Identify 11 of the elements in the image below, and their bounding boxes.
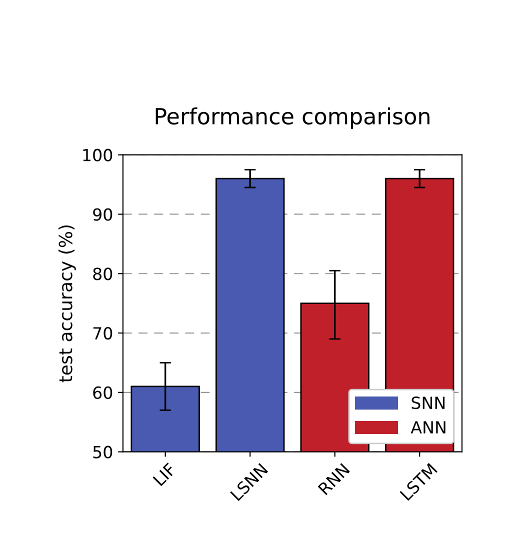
y-axis-title: test accuracy (%) [58,225,76,382]
y-tick-label: 80 [93,268,112,280]
y-tick-label: 60 [93,386,112,399]
x-tick-label: LIF [152,462,176,486]
y-tick-label: 100 [83,148,112,162]
y-tick-label: 90 [93,208,112,221]
y-tick-label: 70 [93,326,112,340]
legend-label: SNN [412,396,445,410]
y-tick-label: 50 [93,446,112,458]
legend-label: ANN [410,421,446,434]
chart-title: Performance comparison [156,107,430,129]
